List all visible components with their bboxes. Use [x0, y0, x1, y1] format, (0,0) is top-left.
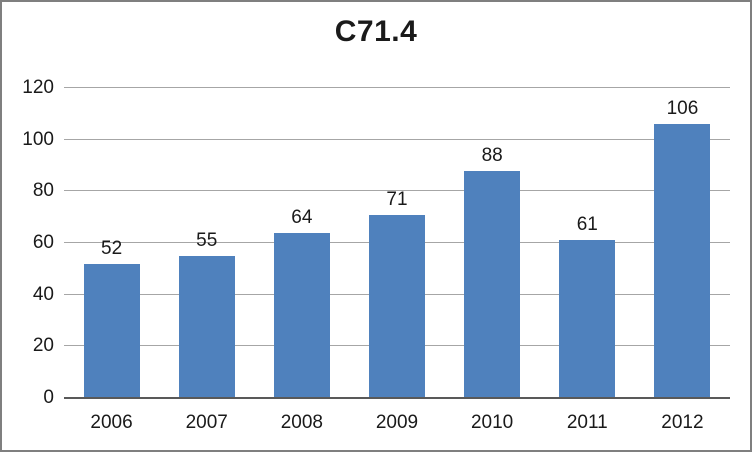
x-tick-label: 2007: [185, 412, 228, 433]
bar-value-label: 52: [101, 237, 123, 259]
bar-value-label: 55: [196, 229, 218, 251]
x-tick-label: 2011: [566, 412, 608, 433]
bar-value-label: 71: [386, 188, 408, 210]
y-tick-label: 40: [32, 283, 54, 305]
bar: [654, 124, 711, 398]
gridline: [64, 190, 730, 192]
chart-title: C71.4: [334, 15, 418, 48]
bar: [368, 214, 425, 398]
bar-value-label: 106: [666, 98, 699, 120]
bar: [464, 170, 521, 398]
y-tick-label: 0: [43, 387, 54, 408]
bar-value-label: 64: [291, 206, 313, 228]
bar-slot: 71: [349, 88, 444, 398]
plot-area: 52 55 64 71 88 61 106: [64, 87, 730, 399]
bar-slot: 55: [159, 88, 254, 398]
y-axis-labels: 0 20 40 60 80 100 120: [2, 77, 54, 408]
bar-slot: 64: [254, 88, 349, 398]
bar-slot: 106: [635, 88, 730, 398]
bar-value-label: 88: [481, 144, 503, 166]
bar: [83, 263, 140, 398]
bar-slot: 88: [445, 88, 540, 398]
bars-layer: 52 55 64 71 88 61 106: [64, 88, 730, 398]
gridline: [64, 138, 730, 140]
x-tick-label: 2010: [470, 412, 514, 433]
y-tick-label: 60: [32, 232, 54, 253]
bar: [273, 232, 330, 398]
bar: [559, 240, 616, 398]
x-tick-label: 2009: [375, 412, 419, 433]
x-tick-label: 2008: [280, 412, 323, 433]
x-tick-label: 2012: [661, 412, 704, 433]
x-tick-label: 2006: [90, 412, 133, 433]
y-tick-label: 20: [32, 335, 54, 357]
y-tick-label: 120: [22, 77, 54, 98]
bar: [178, 255, 235, 398]
bar-value-label: 61: [576, 214, 598, 236]
bar-slot: 52: [64, 88, 159, 398]
y-tick-label: 100: [22, 128, 54, 150]
y-tick-label: 80: [32, 180, 54, 202]
x-axis-line: [64, 397, 730, 399]
gridline: [64, 87, 730, 88]
x-axis-labels: 2006 2007 2008 2009 2010 2011 2012: [64, 412, 730, 434]
bar-slot: 61: [540, 88, 635, 398]
